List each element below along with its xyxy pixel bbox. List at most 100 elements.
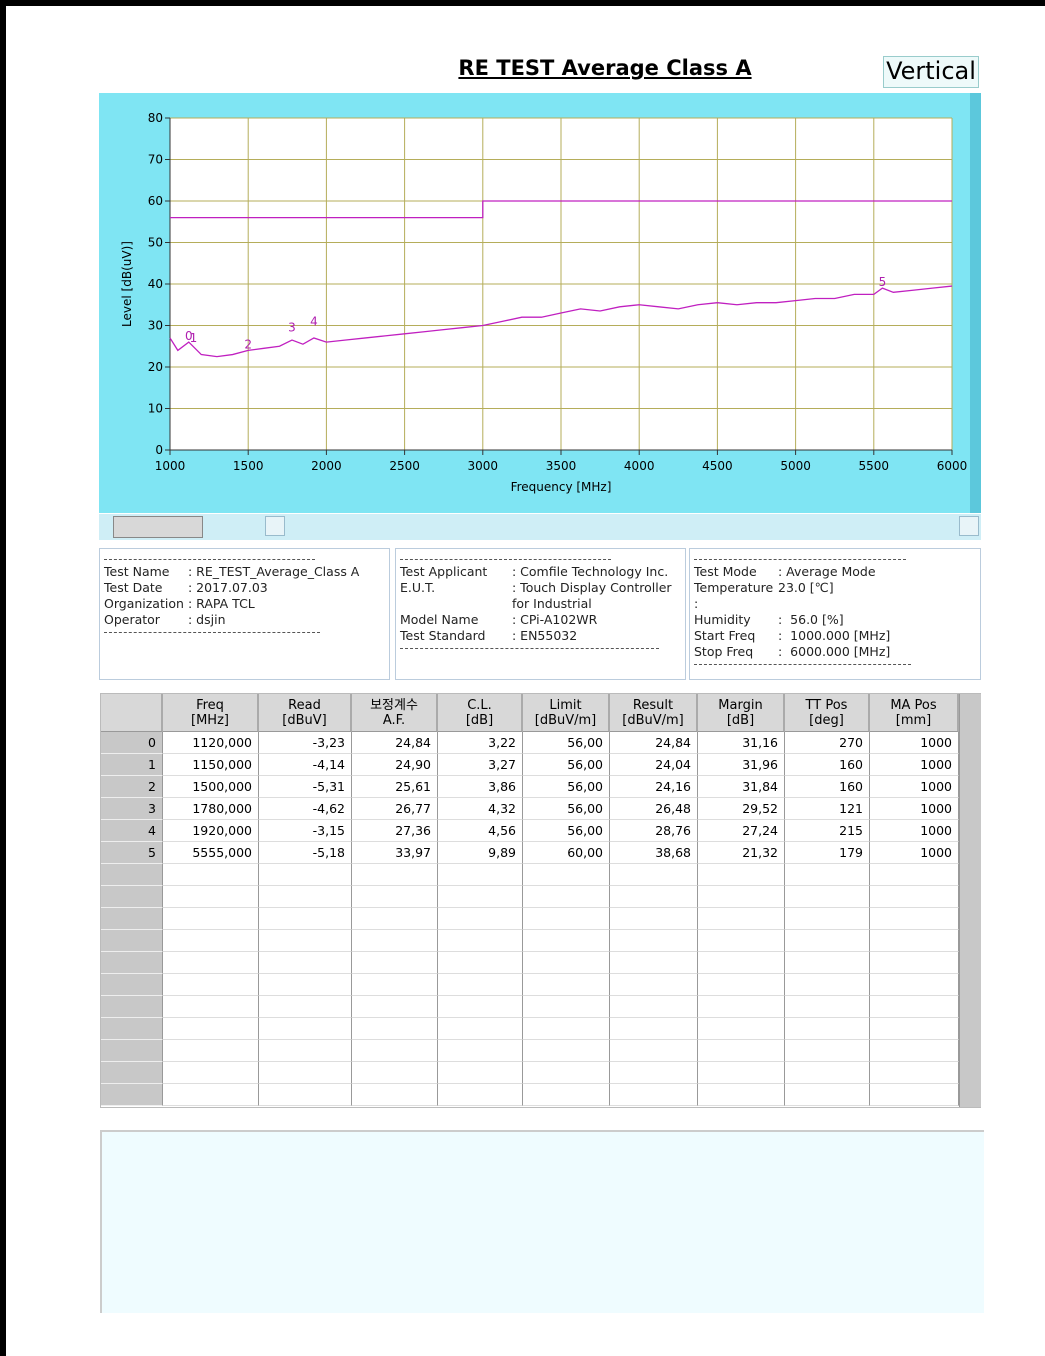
table-cell: 24,84	[352, 732, 438, 754]
header-line: Result	[632, 698, 674, 713]
table-cell	[785, 908, 870, 930]
table-cell: 27,36	[352, 820, 438, 842]
info-row: Test Standard: EN55032	[400, 628, 681, 644]
table-cell	[259, 908, 352, 930]
info-row: Test Applicant: Comfile Technology Inc.	[400, 564, 681, 580]
table-cell: 1000	[870, 732, 959, 754]
x-tick-label: 3500	[546, 459, 577, 473]
scroll-left[interactable]	[265, 516, 285, 536]
y-axis-label: Level [dB(uV)]	[120, 241, 134, 327]
table-cell	[438, 996, 523, 1018]
table-cell: 56,00	[523, 820, 610, 842]
table-cell	[163, 1062, 259, 1084]
table-cell	[259, 886, 352, 908]
scroll-right[interactable]	[959, 516, 979, 536]
info-value: : dsjin	[188, 612, 226, 627]
info-label: Test Standard	[400, 628, 486, 643]
table-cell	[352, 930, 438, 952]
chart-edge	[970, 93, 981, 513]
tool-buttons[interactable]	[113, 516, 203, 538]
x-tick-label: 6000	[937, 459, 968, 473]
table-cell: 56,00	[523, 776, 610, 798]
row-header	[101, 908, 163, 930]
table-cell	[698, 864, 785, 886]
table-cell	[438, 886, 523, 908]
table-cell	[259, 930, 352, 952]
table-cell	[523, 864, 610, 886]
table-cell: 1000	[870, 776, 959, 798]
polarization: Vertical	[883, 56, 979, 88]
info-label: Test Date	[104, 580, 163, 595]
table-cell	[163, 1084, 259, 1106]
table-cell	[523, 996, 610, 1018]
header-line: Read	[288, 698, 321, 713]
table-cell	[438, 974, 523, 996]
table-cell: 1500,000	[163, 776, 259, 798]
dash-line	[400, 559, 611, 560]
table-cell: -5,31	[259, 776, 352, 798]
header-line: [MHz]	[191, 713, 229, 728]
column-header: TT Pos [deg]	[785, 694, 870, 732]
table-cell	[698, 1062, 785, 1084]
info-row: Operator : dsjin	[104, 612, 385, 628]
table-cell	[352, 996, 438, 1018]
dash-line	[694, 664, 912, 665]
table-cell	[698, 996, 785, 1018]
table-cell	[610, 930, 698, 952]
table-cell	[610, 1018, 698, 1040]
row-header	[101, 1062, 163, 1084]
table-cell	[610, 996, 698, 1018]
header-line: Freq	[196, 698, 224, 713]
info-value: : Average Mode	[778, 564, 876, 579]
table-cell	[163, 1040, 259, 1062]
column-header: Margin [dB]	[698, 694, 785, 732]
row-header	[101, 974, 163, 996]
info-label: Test Name	[104, 564, 170, 579]
result-table: Freq [MHz] Read [dBuV] 보정계수 A.F. C.L. [dB] Limit…	[100, 693, 981, 1108]
y-tick-label: 70	[148, 153, 163, 167]
table-cell: 25,61	[352, 776, 438, 798]
table-cell	[438, 1084, 523, 1106]
table-cell	[438, 864, 523, 886]
row-header	[101, 1084, 163, 1106]
info-label: Operator	[104, 612, 160, 627]
table-cell	[610, 886, 698, 908]
table-cell: 9,89	[438, 842, 523, 864]
column-header: Read [dBuV]	[259, 694, 352, 732]
row-header: 0	[101, 732, 163, 754]
row-header: 2	[101, 776, 163, 798]
info-value: : 56.0 [%]	[778, 612, 844, 627]
x-tick-label: 2000	[311, 459, 342, 473]
column-header: Freq [MHz]	[163, 694, 259, 732]
table-cell: 179	[785, 842, 870, 864]
header-corner	[101, 694, 163, 732]
table-cell	[698, 1018, 785, 1040]
header-line: MA Pos	[890, 698, 937, 713]
table-cell: 121	[785, 798, 870, 820]
marker-label: 1	[190, 331, 198, 345]
info-row: Organization: RAPA TCL	[104, 596, 385, 612]
table-cell	[163, 952, 259, 974]
x-tick-label: 1000	[155, 459, 186, 473]
table-cell	[785, 930, 870, 952]
table-cell	[870, 930, 959, 952]
table-cell	[259, 1062, 352, 1084]
header-line: [dB]	[465, 713, 494, 728]
y-tick-label: 10	[148, 402, 163, 416]
info-row: Test Name : RE_TEST_Average_Class A	[104, 564, 385, 580]
info-row: Temperature : 23.0 [℃]	[694, 580, 976, 612]
table-cell	[438, 1040, 523, 1062]
x-tick-label: 2500	[389, 459, 420, 473]
table-cell	[870, 864, 959, 886]
table-cell	[163, 886, 259, 908]
table-cell	[523, 974, 610, 996]
info-label: E.U.T.	[400, 580, 436, 595]
table-cell: 31,96	[698, 754, 785, 776]
column-header: Limit [dBuV/m]	[523, 694, 610, 732]
row-header	[101, 864, 163, 886]
info-label: Stop Freq	[694, 644, 754, 659]
table-cell: 1000	[870, 820, 959, 842]
table-cell	[523, 1018, 610, 1040]
info-value: : RE_TEST_Average_Class A	[188, 564, 360, 579]
